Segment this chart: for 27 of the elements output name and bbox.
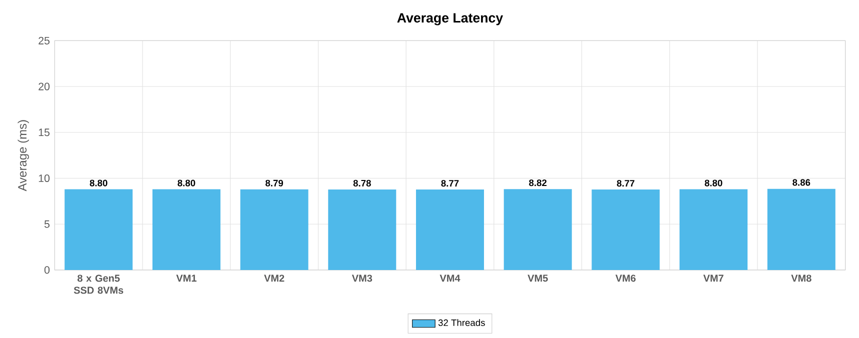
y-tick-label: 15 [38, 128, 50, 136]
data-label: 8.79 [266, 180, 284, 186]
legend-label: 32 Threads [438, 319, 485, 326]
x-tick-label: VM5 [528, 274, 548, 282]
y-tick-label: 25 [38, 36, 50, 44]
data-label: 8.86 [792, 179, 810, 186]
x-tick-label: VM7 [703, 274, 724, 282]
y-tick-label: 0 [44, 266, 50, 274]
y-tick-label: 20 [38, 82, 50, 90]
x-tick-label: VM6 [615, 274, 636, 282]
data-label: 8.80 [704, 180, 722, 186]
x-tick-label: VM2 [264, 274, 284, 282]
x-tick-label: VM8 [791, 274, 812, 282]
data-label: 8.82 [529, 180, 547, 186]
y-axis-title: Average (ms) [18, 120, 29, 192]
x-tick-label: 8 x Gen5 SSD 8VMs [74, 274, 124, 294]
y-tick-label: 10 [38, 174, 50, 182]
data-label: 8.78 [353, 180, 371, 187]
y-tick-label: 5 [44, 220, 50, 228]
data-label: 8.77 [616, 180, 634, 187]
chart-title: Average Latency [397, 13, 504, 26]
x-tick-label: VM1 [176, 274, 196, 282]
x-tick-label: VM3 [352, 274, 372, 282]
data-label: 8.77 [441, 180, 459, 187]
data-label: 8.80 [90, 180, 108, 186]
data-label: 8.80 [178, 180, 196, 186]
x-tick-label: VM4 [440, 274, 460, 282]
